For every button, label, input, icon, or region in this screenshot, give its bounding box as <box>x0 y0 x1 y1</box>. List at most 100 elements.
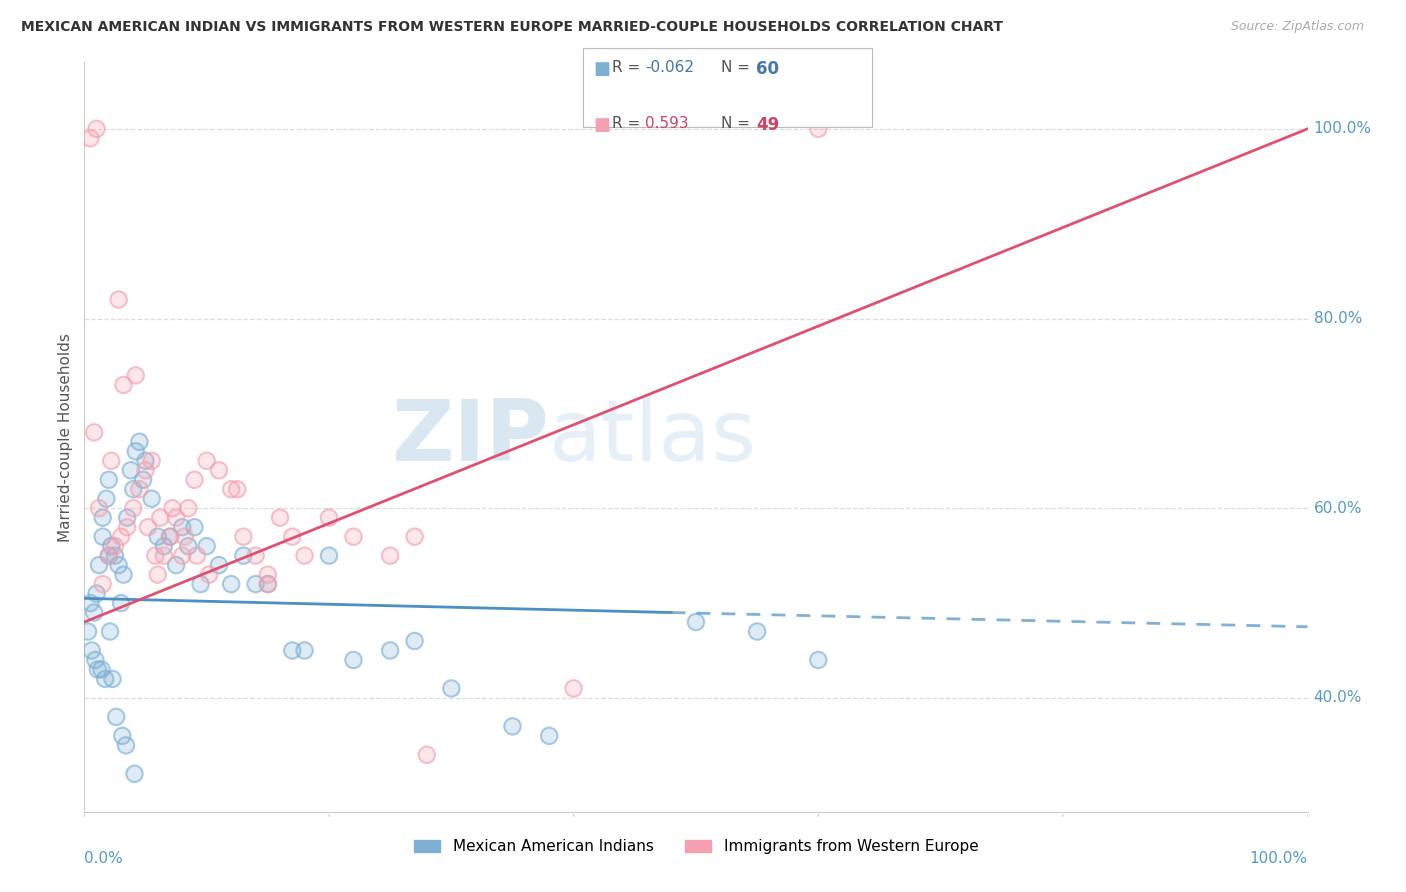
Point <box>380 549 402 563</box>
Point <box>105 710 128 724</box>
Point <box>177 501 200 516</box>
Point <box>100 454 122 468</box>
Point <box>162 501 184 516</box>
Text: MEXICAN AMERICAN INDIAN VS IMMIGRANTS FROM WESTERN EUROPE MARRIED-COUPLE HOUSEHO: MEXICAN AMERICAN INDIAN VS IMMIGRANTS FR… <box>21 20 1002 34</box>
Text: R =: R = <box>612 116 650 131</box>
Point <box>115 520 138 534</box>
Point <box>91 577 114 591</box>
Point <box>294 549 316 563</box>
Point <box>195 454 218 468</box>
Point <box>122 482 145 496</box>
Point <box>104 539 127 553</box>
Point <box>125 368 148 383</box>
Point <box>146 567 169 582</box>
Point <box>257 577 280 591</box>
Text: ■: ■ <box>593 60 610 78</box>
Point <box>94 672 117 686</box>
Text: 0.0%: 0.0% <box>84 851 124 865</box>
Point <box>128 434 150 449</box>
Text: 60: 60 <box>756 60 779 78</box>
Point <box>97 549 120 563</box>
Point <box>86 121 108 136</box>
Point <box>440 681 463 696</box>
Point <box>141 454 163 468</box>
Point <box>124 766 146 780</box>
Point <box>153 549 176 563</box>
Point <box>149 510 172 524</box>
Point <box>143 549 166 563</box>
Point <box>90 663 112 677</box>
Point <box>404 530 426 544</box>
Point <box>110 530 132 544</box>
Point <box>245 549 267 563</box>
Text: 49: 49 <box>756 116 780 134</box>
Point <box>195 454 218 468</box>
Legend: Mexican American Indians, Immigrants from Western Europe: Mexican American Indians, Immigrants fro… <box>408 832 984 860</box>
Point <box>342 530 364 544</box>
Point <box>153 539 176 553</box>
Point <box>219 482 242 496</box>
Point <box>380 643 402 657</box>
Point <box>136 520 159 534</box>
Point <box>94 672 117 686</box>
Point <box>186 549 208 563</box>
Point <box>104 549 127 563</box>
Point <box>141 454 163 468</box>
Point <box>83 606 105 620</box>
Text: R =: R = <box>612 60 645 75</box>
Point <box>208 558 231 573</box>
Point <box>153 539 176 553</box>
Text: 0.593: 0.593 <box>645 116 689 131</box>
Text: N =: N = <box>721 60 755 75</box>
Point <box>120 463 142 477</box>
Point <box>115 510 138 524</box>
Point <box>195 539 218 553</box>
Point <box>807 121 830 136</box>
Point <box>87 501 110 516</box>
Point <box>257 577 280 591</box>
Point <box>172 520 194 534</box>
Point <box>186 549 208 563</box>
Text: 100.0%: 100.0% <box>1313 121 1372 136</box>
Point <box>104 549 127 563</box>
Point <box>91 530 114 544</box>
Point <box>257 567 280 582</box>
Point <box>125 368 148 383</box>
Point <box>562 681 585 696</box>
Point <box>190 577 212 591</box>
Point <box>96 491 118 506</box>
Text: -0.062: -0.062 <box>645 60 695 75</box>
Point <box>172 549 194 563</box>
Point <box>80 643 103 657</box>
Point <box>135 463 157 477</box>
Point <box>807 653 830 667</box>
Point <box>128 434 150 449</box>
Point <box>257 577 280 591</box>
Point <box>183 520 205 534</box>
Point <box>245 577 267 591</box>
Point <box>281 530 304 544</box>
Point <box>110 530 132 544</box>
Point <box>226 482 249 496</box>
Point <box>183 473 205 487</box>
Text: 60.0%: 60.0% <box>1313 500 1362 516</box>
Point <box>502 719 524 733</box>
Point <box>232 530 254 544</box>
Point <box>159 530 181 544</box>
Point <box>115 510 138 524</box>
Point <box>87 663 110 677</box>
Point <box>84 653 107 667</box>
Point <box>79 596 101 610</box>
Point <box>190 577 212 591</box>
Point <box>132 473 155 487</box>
Point <box>269 510 291 524</box>
Point <box>281 530 304 544</box>
Point <box>195 539 218 553</box>
Point <box>96 491 118 506</box>
Point <box>83 606 105 620</box>
Point <box>141 491 163 506</box>
Point <box>538 729 561 743</box>
Point <box>86 586 108 600</box>
Point <box>342 530 364 544</box>
Point <box>124 766 146 780</box>
